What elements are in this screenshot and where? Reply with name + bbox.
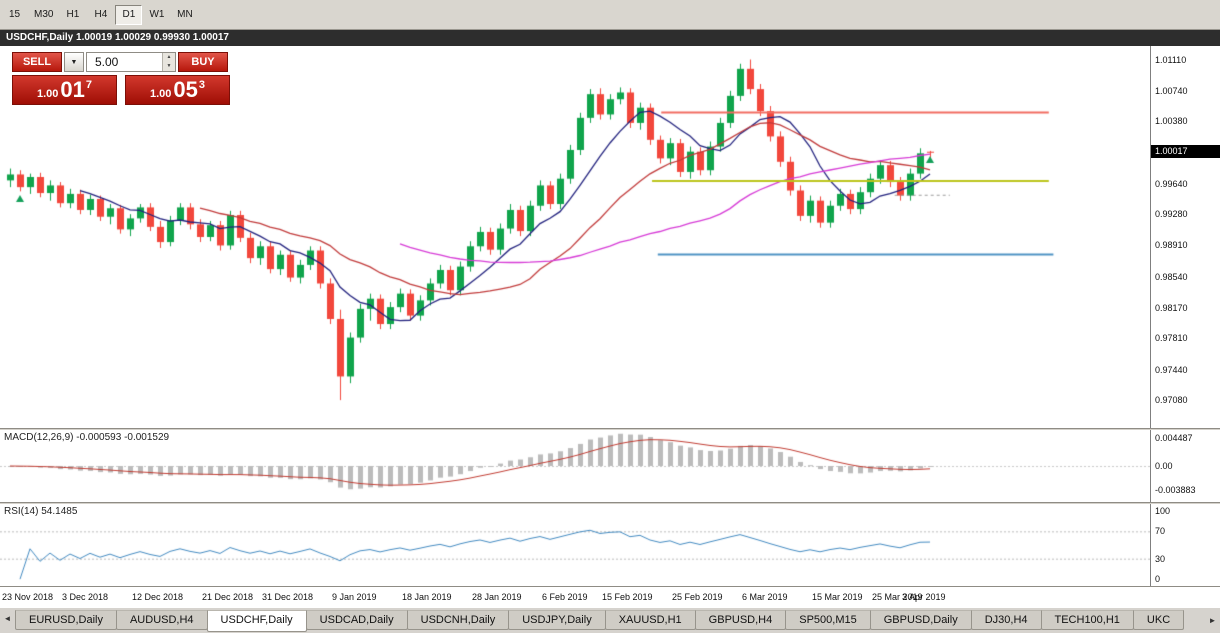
- chart-window: USDCHF,Daily 1.00019 1.00029 0.99930 1.0…: [0, 30, 1220, 607]
- chart-title: USDCHF,Daily 1.00019 1.00029 0.99930 1.0…: [6, 32, 229, 43]
- date-axis-label: 18 Jan 2019: [402, 592, 452, 602]
- macd-splitter[interactable]: [0, 428, 1220, 430]
- timeframe-toolbar: 15 M30 H1 H4 D1 W1 MN: [0, 0, 1220, 30]
- tabbar-scroll-left-icon[interactable]: ◄: [3, 614, 12, 623]
- macd-axis-label: 0.00: [1155, 461, 1173, 471]
- rsi-axis-label: 30: [1155, 553, 1166, 564]
- chart-tab-audusd-h4[interactable]: AUDUSD,H4: [115, 610, 208, 630]
- date-axis-label: 12 Dec 2018: [132, 592, 184, 602]
- date-axis-label: 31 Dec 2018: [262, 592, 314, 602]
- trade-panel-prices-row: 1.00 01 7 1.00 05 3: [12, 75, 230, 105]
- sell-price-display[interactable]: 1.00 01 7: [12, 75, 117, 105]
- one-click-trading-panel: SELL ▼ ▲ ▼ BUY: [12, 52, 230, 105]
- timeframe-button-d1[interactable]: D1: [115, 4, 143, 25]
- date-axis-label: 6 Mar 2019: [742, 592, 788, 602]
- sell-price-prefix: 1.00: [36, 88, 59, 100]
- chart-grid: SELL ▼ ▲ ▼ BUY: [0, 46, 1220, 607]
- date-axis-label: 25 Mar 2019: [872, 592, 923, 602]
- timeframe-button-h4[interactable]: H4: [94, 8, 108, 20]
- date-axis-label: 21 Dec 2018: [202, 592, 254, 602]
- buy-price-pips: 05: [173, 77, 198, 102]
- chart-tab-usdcad-daily[interactable]: USDCAD,Daily: [305, 610, 408, 630]
- chevron-down-icon: ▼: [70, 58, 78, 66]
- timeframe-button-15[interactable]: 15: [8, 8, 21, 20]
- date-axis[interactable]: 23 Nov 2018 3 Dec 2018 12 Dec 2018 21 Dec 2…: [0, 586, 1220, 607]
- main-chart-panel[interactable]: SELL ▼ ▲ ▼ BUY: [0, 46, 1150, 428]
- date-axis-label: 25 Feb 2019: [672, 592, 723, 602]
- macd-panel[interactable]: MACD(12,26,9) -0.000593 -0.001529: [0, 430, 1150, 502]
- chart-tab-xauusd-h1[interactable]: XAUUSD,H1: [604, 610, 696, 630]
- date-axis-label: 3 Dec 2018: [62, 592, 109, 602]
- chart-tab-tech100-h1[interactable]: TECH100,H1: [1040, 610, 1134, 630]
- volume-decrease-button[interactable]: ▼: [163, 62, 175, 71]
- volume-input[interactable]: [87, 53, 162, 71]
- price-axis-label: 0.99640: [1155, 178, 1188, 189]
- tabbar-scroll-right-icon[interactable]: ►: [1205, 610, 1220, 632]
- chart-tabbar: ◄ EURUSD,Daily AUDUSD,H4 USDCHF,Daily USDCA…: [0, 607, 1220, 633]
- current-price-tag: 1.00017: [1151, 144, 1220, 158]
- timeframe-button-w1[interactable]: W1: [149, 8, 165, 20]
- sell-price-pips: 01: [60, 77, 85, 102]
- volume-spinner: ▲ ▼: [162, 53, 175, 71]
- chart-tab-dj30-h4[interactable]: DJ30,H4: [970, 610, 1042, 630]
- price-axis-label: 0.99280: [1155, 209, 1188, 220]
- rsi-axis-label: 100: [1155, 505, 1171, 516]
- chart-tabbar-tabs: EURUSD,Daily AUDUSD,H4 USDCHF,Daily USDCAD,…: [15, 608, 1220, 633]
- chart-tab-sp500-m15[interactable]: SP500,M15: [785, 610, 871, 630]
- date-axis-label: 15 Feb 2019: [602, 592, 653, 602]
- rsi-axis-label: 0: [1155, 574, 1161, 585]
- macd-label: MACD(12,26,9) -0.000593 -0.001529: [4, 432, 170, 443]
- price-axis-label: 0.98170: [1155, 302, 1188, 313]
- price-axis-label: 1.00740: [1155, 85, 1188, 96]
- volume-increase-button[interactable]: ▲: [163, 53, 175, 62]
- sell-price-point: 7: [85, 79, 93, 91]
- macd-axis-label: -0.003883: [1155, 485, 1196, 496]
- sell-button[interactable]: SELL: [12, 52, 62, 72]
- volume-field: ▲ ▼: [86, 52, 176, 72]
- order-options-dropdown[interactable]: ▼: [64, 52, 84, 72]
- macd-canvas[interactable]: [0, 430, 1150, 502]
- timeframe-button-mn[interactable]: MN: [177, 8, 193, 20]
- date-axis-label: 3 Apr 2019: [902, 592, 946, 602]
- main-chart-canvas[interactable]: [0, 46, 1150, 428]
- price-axis-label: 1.00380: [1155, 116, 1188, 127]
- price-axis-label: 0.97440: [1155, 364, 1188, 375]
- chart-tab-ukc[interactable]: UKC: [1132, 610, 1185, 630]
- chart-tab-usdchf-daily[interactable]: USDCHF,Daily: [206, 610, 307, 632]
- price-axis-label: 1.01110: [1155, 54, 1187, 65]
- trade-panel-controls-row: SELL ▼ ▲ ▼ BUY: [12, 52, 230, 72]
- price-axis-label: 0.98910: [1155, 240, 1188, 251]
- timeframe-button-h1[interactable]: H1: [66, 8, 80, 20]
- price-axis-main[interactable]: 1.01110 1.00740 1.00380 0.99640 0.99280 0.989…: [1151, 46, 1220, 428]
- date-axis-label: 6 Feb 2019: [542, 592, 588, 602]
- rsi-axis[interactable]: 100 70 30 0: [1151, 504, 1220, 586]
- rsi-panel[interactable]: RSI(14) 54.1485: [0, 504, 1150, 586]
- date-axis-label: 23 Nov 2018: [2, 592, 54, 602]
- chart-tab-eurusd-daily[interactable]: EURUSD,Daily: [15, 610, 117, 630]
- chart-tab-gbpusd-daily[interactable]: GBPUSD,Daily: [869, 610, 972, 630]
- rsi-label: RSI(14) 54.1485: [4, 506, 78, 517]
- buy-button[interactable]: BUY: [178, 52, 228, 72]
- buy-price-prefix: 1.00: [149, 88, 172, 100]
- macd-axis-label: 0.004487: [1155, 433, 1193, 444]
- price-axis-column[interactable]: 1.01110 1.00740 1.00380 0.99640 0.99280 0.989…: [1150, 46, 1220, 607]
- rsi-canvas[interactable]: [0, 504, 1150, 586]
- date-axis-label: 9 Jan 2019: [332, 592, 377, 602]
- rsi-splitter[interactable]: [0, 502, 1220, 504]
- chart-window-titlebar[interactable]: USDCHF,Daily 1.00019 1.00029 0.99930 1.0…: [0, 30, 1220, 46]
- rsi-axis-label: 70: [1155, 526, 1166, 537]
- price-axis-label: 0.98540: [1155, 271, 1188, 282]
- date-axis-label: 28 Jan 2019: [472, 592, 522, 602]
- buy-price-point: 3: [198, 79, 206, 91]
- chart-tab-usdjpy-daily[interactable]: USDJPY,Daily: [508, 610, 606, 630]
- price-axis-label: 0.97080: [1155, 395, 1188, 406]
- timeframe-button-m30[interactable]: M30: [34, 8, 54, 20]
- date-axis-label: 15 Mar 2019: [812, 592, 863, 602]
- macd-axis[interactable]: 0.004487 0.00 -0.003883: [1151, 430, 1220, 502]
- chart-tab-gbpusd-h4[interactable]: GBPUSD,H4: [694, 610, 787, 630]
- price-axis-label: 0.97810: [1155, 333, 1188, 344]
- buy-price-display[interactable]: 1.00 05 3: [125, 75, 230, 105]
- chart-tab-usdcnh-daily[interactable]: USDCNH,Daily: [406, 610, 510, 630]
